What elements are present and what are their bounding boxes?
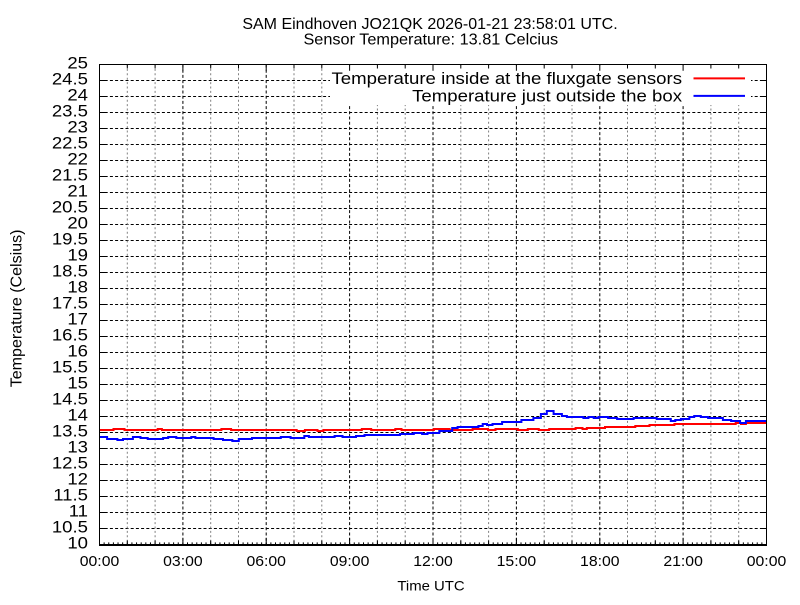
svg-text:24.5: 24.5 — [52, 69, 88, 88]
svg-text:23.5: 23.5 — [52, 101, 88, 120]
svg-text:Temperature inside at the flux: Temperature inside at the fluxgate senso… — [331, 69, 682, 88]
svg-text:SAM Eindhoven JO21QK 2026-01-2: SAM Eindhoven JO21QK 2026-01-21 23:58:01… — [242, 16, 617, 33]
svg-text:15: 15 — [67, 373, 88, 392]
svg-text:06:00: 06:00 — [246, 554, 286, 570]
svg-text:15.5: 15.5 — [52, 357, 88, 376]
svg-text:12: 12 — [67, 469, 88, 488]
svg-text:00:00: 00:00 — [80, 554, 120, 570]
svg-text:11.5: 11.5 — [53, 485, 88, 504]
svg-text:Temperature just outside the b: Temperature just outside the box — [412, 86, 682, 105]
svg-text:25: 25 — [67, 53, 88, 72]
svg-text:13.5: 13.5 — [52, 421, 88, 440]
svg-text:12:00: 12:00 — [413, 554, 453, 570]
svg-text:21.5: 21.5 — [52, 165, 88, 184]
svg-text:16.5: 16.5 — [52, 325, 88, 344]
svg-text:15:00: 15:00 — [497, 554, 537, 570]
svg-text:19: 19 — [67, 245, 88, 264]
svg-text:24: 24 — [67, 85, 88, 104]
svg-text:13: 13 — [67, 437, 88, 456]
svg-text:18.5: 18.5 — [52, 261, 88, 280]
svg-text:10.5: 10.5 — [52, 517, 88, 536]
svg-text:Temperature (Celsius): Temperature (Celsius) — [9, 230, 26, 388]
svg-text:12.5: 12.5 — [52, 453, 88, 472]
svg-text:21:00: 21:00 — [663, 554, 703, 570]
svg-text:21: 21 — [67, 181, 88, 200]
svg-text:Sensor Temperature: 13.81 Celc: Sensor Temperature: 13.81 Celcius — [303, 31, 558, 49]
svg-text:00:00: 00:00 — [747, 554, 787, 570]
svg-text:14: 14 — [67, 405, 88, 424]
svg-text:19.5: 19.5 — [52, 229, 88, 248]
svg-text:22: 22 — [67, 149, 88, 168]
svg-text:23: 23 — [67, 117, 88, 136]
svg-text:Time UTC: Time UTC — [397, 579, 464, 594]
svg-text:18: 18 — [67, 277, 88, 296]
svg-text:18:00: 18:00 — [580, 554, 620, 570]
svg-text:11: 11 — [69, 501, 88, 520]
svg-text:20: 20 — [67, 213, 88, 232]
svg-text:03:00: 03:00 — [163, 554, 203, 570]
svg-text:17.5: 17.5 — [52, 293, 88, 312]
svg-text:14.5: 14.5 — [52, 389, 88, 408]
svg-text:09:00: 09:00 — [330, 554, 370, 570]
svg-text:20.5: 20.5 — [52, 197, 88, 216]
svg-text:10: 10 — [67, 533, 88, 552]
svg-text:16: 16 — [67, 341, 88, 360]
svg-text:17: 17 — [67, 309, 88, 328]
svg-text:22.5: 22.5 — [52, 133, 88, 152]
